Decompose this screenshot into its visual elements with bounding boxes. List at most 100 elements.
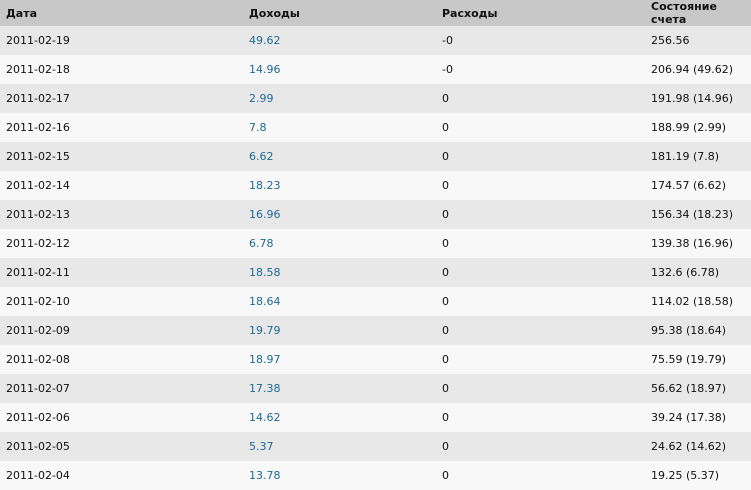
- header-balance: Состояние счета: [645, 0, 751, 26]
- table-row: 2011-02-06 14.62 0 39.24 (17.38): [0, 403, 751, 432]
- table-row: 2011-02-17 2.99 0 191.98 (14.96): [0, 84, 751, 113]
- balance-cell: 256.56: [645, 26, 751, 55]
- balance-cell: 56.62 (18.97): [645, 374, 751, 403]
- income-link[interactable]: 14.96: [249, 63, 281, 76]
- balance-cell: 188.99 (2.99): [645, 113, 751, 142]
- date-cell: 2011-02-09: [0, 316, 243, 345]
- balance-cell: 156.34 (18.23): [645, 200, 751, 229]
- expense-cell: -0: [436, 26, 645, 55]
- expense-cell: 0: [436, 432, 645, 461]
- income-link[interactable]: 6.62: [249, 150, 274, 163]
- table-row: 2011-02-05 5.37 0 24.62 (14.62): [0, 432, 751, 461]
- income-cell: 7.8: [243, 113, 436, 142]
- income-link[interactable]: 18.64: [249, 295, 281, 308]
- date-cell: 2011-02-14: [0, 171, 243, 200]
- date-cell: 2011-02-16: [0, 113, 243, 142]
- income-cell: 13.78: [243, 461, 436, 490]
- income-cell: 2.99: [243, 84, 436, 113]
- expense-cell: 0: [436, 258, 645, 287]
- income-link[interactable]: 49.62: [249, 34, 281, 47]
- balance-cell: 24.62 (14.62): [645, 432, 751, 461]
- income-link[interactable]: 16.96: [249, 208, 281, 221]
- income-link[interactable]: 17.38: [249, 382, 281, 395]
- expense-cell: 0: [436, 461, 645, 490]
- expense-cell: -0: [436, 55, 645, 84]
- expense-cell: 0: [436, 316, 645, 345]
- income-link[interactable]: 14.62: [249, 411, 281, 424]
- balance-cell: 19.25 (5.37): [645, 461, 751, 490]
- table-row: 2011-02-04 13.78 0 19.25 (5.37): [0, 461, 751, 490]
- date-cell: 2011-02-13: [0, 200, 243, 229]
- income-cell: 5.37: [243, 432, 436, 461]
- date-cell: 2011-02-08: [0, 345, 243, 374]
- balance-cell: 39.24 (17.38): [645, 403, 751, 432]
- header-income: Доходы: [243, 0, 436, 26]
- date-cell: 2011-02-15: [0, 142, 243, 171]
- income-cell: 14.96: [243, 55, 436, 84]
- expense-cell: 0: [436, 374, 645, 403]
- header-row: Дата Доходы Расходы Состояние счета: [0, 0, 751, 26]
- expense-cell: 0: [436, 84, 645, 113]
- income-cell: 16.96: [243, 200, 436, 229]
- income-cell: 18.64: [243, 287, 436, 316]
- balance-cell: 206.94 (49.62): [645, 55, 751, 84]
- expense-cell: 0: [436, 171, 645, 200]
- date-cell: 2011-02-19: [0, 26, 243, 55]
- table-row: 2011-02-09 19.79 0 95.38 (18.64): [0, 316, 751, 345]
- income-cell: 19.79: [243, 316, 436, 345]
- expense-cell: 0: [436, 403, 645, 432]
- table-row: 2011-02-12 6.78 0 139.38 (16.96): [0, 229, 751, 258]
- date-cell: 2011-02-17: [0, 84, 243, 113]
- balance-cell: 191.98 (14.96): [645, 84, 751, 113]
- table-row: 2011-02-08 18.97 0 75.59 (19.79): [0, 345, 751, 374]
- income-cell: 6.62: [243, 142, 436, 171]
- table-row: 2011-02-19 49.62 -0 256.56: [0, 26, 751, 55]
- income-link[interactable]: 2.99: [249, 92, 274, 105]
- table-row: 2011-02-14 18.23 0 174.57 (6.62): [0, 171, 751, 200]
- table-row: 2011-02-18 14.96 -0 206.94 (49.62): [0, 55, 751, 84]
- table-row: 2011-02-13 16.96 0 156.34 (18.23): [0, 200, 751, 229]
- balance-cell: 132.6 (6.78): [645, 258, 751, 287]
- balance-cell: 139.38 (16.96): [645, 229, 751, 258]
- expense-cell: 0: [436, 200, 645, 229]
- expense-cell: 0: [436, 142, 645, 171]
- date-cell: 2011-02-06: [0, 403, 243, 432]
- table-row: 2011-02-15 6.62 0 181.19 (7.8): [0, 142, 751, 171]
- table-row: 2011-02-07 17.38 0 56.62 (18.97): [0, 374, 751, 403]
- date-cell: 2011-02-07: [0, 374, 243, 403]
- income-link[interactable]: 6.78: [249, 237, 274, 250]
- date-cell: 2011-02-05: [0, 432, 243, 461]
- income-cell: 18.97: [243, 345, 436, 374]
- expense-cell: 0: [436, 287, 645, 316]
- income-cell: 18.58: [243, 258, 436, 287]
- income-link[interactable]: 7.8: [249, 121, 267, 134]
- income-link[interactable]: 18.97: [249, 353, 281, 366]
- balance-cell: 95.38 (18.64): [645, 316, 751, 345]
- income-cell: 14.62: [243, 403, 436, 432]
- income-link[interactable]: 5.37: [249, 440, 274, 453]
- income-link[interactable]: 18.58: [249, 266, 281, 279]
- date-cell: 2011-02-11: [0, 258, 243, 287]
- date-cell: 2011-02-10: [0, 287, 243, 316]
- income-link[interactable]: 18.23: [249, 179, 281, 192]
- income-cell: 18.23: [243, 171, 436, 200]
- header-expense: Расходы: [436, 0, 645, 26]
- income-cell: 6.78: [243, 229, 436, 258]
- table-row: 2011-02-10 18.64 0 114.02 (18.58): [0, 287, 751, 316]
- balance-cell: 174.57 (6.62): [645, 171, 751, 200]
- balance-cell: 181.19 (7.8): [645, 142, 751, 171]
- income-cell: 17.38: [243, 374, 436, 403]
- income-cell: 49.62: [243, 26, 436, 55]
- expense-cell: 0: [436, 345, 645, 374]
- table-row: 2011-02-11 18.58 0 132.6 (6.78): [0, 258, 751, 287]
- header-date: Дата: [0, 0, 243, 26]
- balance-cell: 75.59 (19.79): [645, 345, 751, 374]
- date-cell: 2011-02-18: [0, 55, 243, 84]
- expense-cell: 0: [436, 113, 645, 142]
- expense-cell: 0: [436, 229, 645, 258]
- table-row: 2011-02-16 7.8 0 188.99 (2.99): [0, 113, 751, 142]
- income-link[interactable]: 13.78: [249, 469, 281, 482]
- balance-cell: 114.02 (18.58): [645, 287, 751, 316]
- income-link[interactable]: 19.79: [249, 324, 281, 337]
